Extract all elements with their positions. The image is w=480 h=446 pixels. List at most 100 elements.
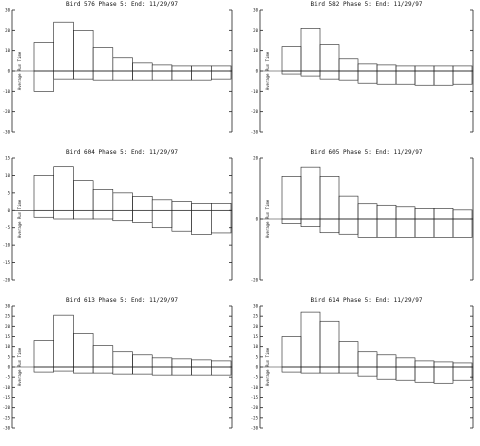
bar-negative-2 [300, 218, 321, 227]
bar-negative-4 [338, 366, 359, 374]
y-tick-label: -10 [251, 385, 259, 390]
bar-negative-4 [92, 366, 114, 374]
bar-negative-3 [73, 70, 94, 80]
bar-negative-9 [191, 70, 212, 81]
bar-positive-8 [414, 360, 435, 368]
y-tick-label: 20 [253, 156, 258, 161]
chart-title: Bird 613 Phase 5: End: 11/29/97 [66, 297, 178, 304]
bar-positive-5 [357, 203, 378, 220]
bar-positive-5 [112, 57, 133, 72]
y-tick-label: 15 [5, 156, 10, 161]
bar-negative-9 [433, 218, 454, 238]
y-tick-label: -30 [3, 426, 11, 431]
chart-title: Bird 605 Phase 5: End: 11/29/97 [311, 149, 423, 156]
bar-negative-2 [300, 366, 321, 374]
bar-positive-5 [357, 63, 378, 72]
y-tick-label: 20 [5, 28, 10, 33]
bar-negative-5 [357, 366, 378, 377]
bar-positive-2 [53, 166, 74, 211]
y-tick-label: 5 [8, 354, 11, 359]
bar-positive-10 [452, 209, 473, 220]
bar-positive-10 [452, 65, 473, 72]
bar-positive-4 [92, 345, 114, 368]
bar-negative-1 [281, 70, 302, 75]
bar-positive-3 [319, 320, 340, 368]
bar-positive-2 [53, 21, 74, 72]
y-tick-label: 25 [253, 314, 258, 319]
bar-positive-1 [33, 42, 55, 72]
bar-negative-3 [319, 218, 340, 234]
y-tick-label: -10 [3, 385, 11, 390]
bar-positive-10 [452, 362, 473, 368]
y-tick-label: -5 [253, 375, 258, 380]
bar-negative-10 [211, 70, 232, 80]
bar-positive-8 [171, 65, 192, 72]
bar-negative-8 [171, 366, 192, 376]
bar-negative-3 [73, 366, 94, 374]
bar-negative-7 [151, 366, 173, 376]
y-tick-label: -15 [251, 395, 259, 400]
bar-negative-3 [73, 209, 94, 220]
bar-positive-1 [281, 336, 302, 368]
bar-positive-7 [395, 65, 416, 72]
y-tick-label: 15 [253, 334, 258, 339]
bar-negative-5 [357, 70, 378, 84]
bar-positive-4 [338, 195, 359, 220]
bar-negative-1 [33, 70, 55, 92]
y-tick-label: -10 [3, 89, 11, 94]
bar-positive-6 [132, 196, 153, 211]
bar-negative-6 [132, 366, 153, 375]
bar-negative-2 [300, 70, 321, 77]
bar-negative-9 [191, 366, 212, 376]
bar-negative-6 [376, 218, 397, 238]
bar-negative-5 [112, 209, 133, 222]
bar-negative-5 [357, 218, 378, 238]
bar-positive-9 [433, 361, 454, 368]
y-tick-label: 10 [5, 344, 10, 349]
bar-positive-9 [191, 359, 212, 368]
chart-title: Bird 582 Phase 5: End: 11/29/97 [311, 1, 423, 8]
y-tick-label: 0 [8, 208, 11, 213]
bar-negative-8 [171, 70, 192, 81]
y-tick-label: 10 [253, 344, 258, 349]
bar-negative-5 [112, 366, 133, 375]
bar-positive-7 [151, 64, 173, 72]
bar-positive-1 [33, 175, 55, 211]
y-tick-label: -20 [251, 405, 259, 410]
y-tick-label: 5 [8, 190, 11, 195]
chart-panel-3: Bird 604 Phase 5: End: 11/29/97 Average R… [3, 149, 233, 283]
y-tick-label: 0 [256, 217, 259, 222]
bar-negative-2 [53, 366, 74, 372]
bar-positive-2 [53, 314, 74, 368]
bar-negative-5 [112, 70, 133, 81]
bar-negative-10 [211, 209, 232, 234]
y-tick-label: -10 [3, 243, 11, 248]
bar-negative-7 [395, 70, 416, 85]
bar-positive-10 [211, 65, 232, 72]
bar-positive-10 [211, 360, 232, 368]
bar-positive-2 [300, 166, 321, 220]
bar-negative-8 [414, 366, 435, 383]
chart-title: Bird 614 Phase 5: End: 11/29/97 [311, 297, 423, 304]
y-tick-label: -25 [251, 415, 259, 420]
bar-positive-1 [281, 46, 302, 72]
bar-negative-7 [395, 366, 416, 381]
chart-title: Bird 576 Phase 5: End: 11/29/97 [66, 1, 178, 8]
y-tick-label: -20 [3, 405, 11, 410]
bar-negative-3 [319, 366, 340, 374]
y-tick-label: 10 [253, 48, 258, 53]
bar-negative-6 [132, 70, 153, 81]
y-tick-label: -15 [3, 260, 11, 265]
bar-positive-4 [92, 189, 114, 211]
bar-positive-4 [338, 58, 359, 72]
bar-positive-7 [395, 206, 416, 220]
bar-positive-6 [132, 62, 153, 72]
bar-negative-2 [53, 70, 74, 80]
bar-negative-10 [211, 366, 232, 376]
bar-negative-9 [433, 366, 454, 384]
bar-positive-10 [211, 203, 232, 211]
bar-positive-6 [376, 354, 397, 368]
